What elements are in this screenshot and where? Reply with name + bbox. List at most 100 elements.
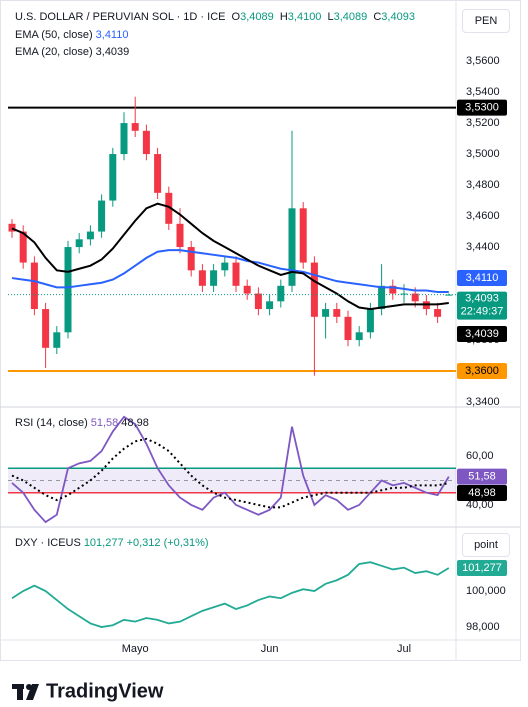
candle-body (400, 293, 408, 295)
candle-body (30, 262, 38, 310)
y-tick-label: 100,000 (466, 585, 506, 597)
ohlc-key: H (279, 11, 288, 23)
candle-body (210, 270, 218, 286)
hline-label-box (457, 99, 507, 116)
candle-body (109, 154, 117, 201)
ohlc-key: O (231, 11, 241, 23)
candle-body (344, 316, 352, 341)
legend-value: 48,98 (121, 417, 149, 429)
candle-body (445, 294, 453, 296)
candle-body (86, 231, 94, 240)
ohlc-value: 3,4089 (333, 11, 368, 23)
candle-body (98, 200, 106, 232)
candle-body (266, 301, 274, 310)
candle-body (75, 239, 83, 248)
candle-body (254, 293, 262, 310)
y-tick-label: 3,5400 (466, 86, 500, 98)
candle-body (131, 123, 139, 131)
candle-body (299, 208, 307, 263)
last-price-label: 3,4093 (465, 293, 499, 305)
candle-body (322, 309, 330, 317)
x-tick-label: Jun (261, 643, 279, 655)
y-tick-label: 3,4800 (466, 179, 500, 191)
series-line (11, 437, 450, 509)
candle-body (176, 223, 184, 248)
logo-part (17, 684, 23, 700)
value-label-box (457, 560, 507, 577)
legend-name: DXY · ICEUS (15, 537, 81, 549)
legend-value: 51,58 (90, 417, 119, 429)
frame (0, 0, 521, 661)
legend-name: RSI (14, close) (15, 417, 88, 429)
candle-body (434, 309, 442, 317)
candle-body (411, 293, 419, 302)
scale-button[interactable]: point (462, 533, 510, 557)
legend-change: +0,312 (+0,31%) (126, 537, 209, 549)
value-label: 48,98 (468, 487, 496, 499)
x-tick-label: Jul (397, 643, 411, 655)
tradingview-logo (12, 684, 39, 700)
value-label-box (457, 468, 507, 485)
ema-legend: EMA (50, close) 3,4110 (15, 29, 131, 41)
y-tick-label: 3,5000 (466, 148, 500, 160)
hline-label-box (457, 363, 507, 380)
last-price-box (457, 291, 507, 320)
plot-area (8, 96, 456, 628)
candle-body (389, 285, 397, 294)
candle-body (243, 285, 251, 294)
candle-body (198, 270, 206, 286)
candle-body (165, 192, 173, 224)
x-tick-label: Mayo (122, 643, 149, 655)
brand: TradingView (46, 680, 164, 702)
y-tick-label: 3,5600 (466, 55, 500, 67)
candle-body (42, 309, 50, 348)
hline-label: 3,3600 (465, 365, 499, 377)
candle-body (154, 154, 162, 193)
rsi-legend: RSI (14, close) 51,58 48,98 (15, 417, 152, 429)
y-tick-label: 60,00 (466, 450, 494, 462)
symbol-title: U.S. DOLLAR / PERUVIAN SOL · 1D · ICE (15, 11, 226, 23)
dxy-legend: DXY · ICEUS 101,277 +0,312 (+0,31%) (15, 537, 212, 549)
ohlc-value: 3,4093 (381, 11, 415, 23)
hline-label: 3,5300 (465, 101, 499, 113)
candle-body (378, 285, 386, 310)
candle-body (288, 208, 296, 286)
candle-body (355, 332, 363, 341)
ema-label: 3,4110 (466, 272, 499, 284)
legend-name: EMA (50, close) (15, 29, 93, 41)
series-line (11, 561, 450, 628)
legend-name: EMA (20, close) (15, 46, 93, 58)
y-tick-label: 40,00 (466, 499, 494, 511)
logo-part (26, 684, 39, 700)
candle-body (366, 309, 374, 333)
ohlc-value: 3,4100 (287, 11, 322, 23)
value-label-box (457, 484, 507, 501)
legend-value: 3,4110 (95, 29, 129, 41)
candle-body (53, 332, 61, 348)
y-tick-label: 98,000 (466, 621, 500, 633)
countdown: 22:49:37 (461, 306, 504, 318)
value-label: 51,58 (468, 471, 496, 483)
y-tick-label: 3,5200 (466, 117, 500, 129)
value-label: 101,277 (462, 562, 502, 574)
candle-body (277, 285, 285, 302)
candle-body (19, 231, 27, 263)
candle-body (142, 130, 150, 155)
ohlc-value: 3,4089 (240, 11, 274, 23)
legend-value: 101,277 (83, 537, 124, 549)
candle-body (8, 223, 16, 232)
currency-button[interactable]: PEN (462, 9, 510, 33)
symbol-header: U.S. DOLLAR / PERUVIAN SOL · 1D · ICE O3… (15, 11, 445, 23)
ohlc-key: L (327, 11, 334, 23)
candle-body (221, 262, 229, 271)
candle-body (64, 247, 72, 333)
candle-body (232, 262, 240, 286)
ema-label: 3,4039 (465, 328, 499, 340)
series-line (11, 202, 449, 311)
y-tick-label: 3,4400 (466, 241, 500, 253)
ema-legend: EMA (20, close) 3,4039 (15, 46, 132, 58)
ema-label-box (457, 270, 507, 287)
candle-body (120, 123, 128, 155)
